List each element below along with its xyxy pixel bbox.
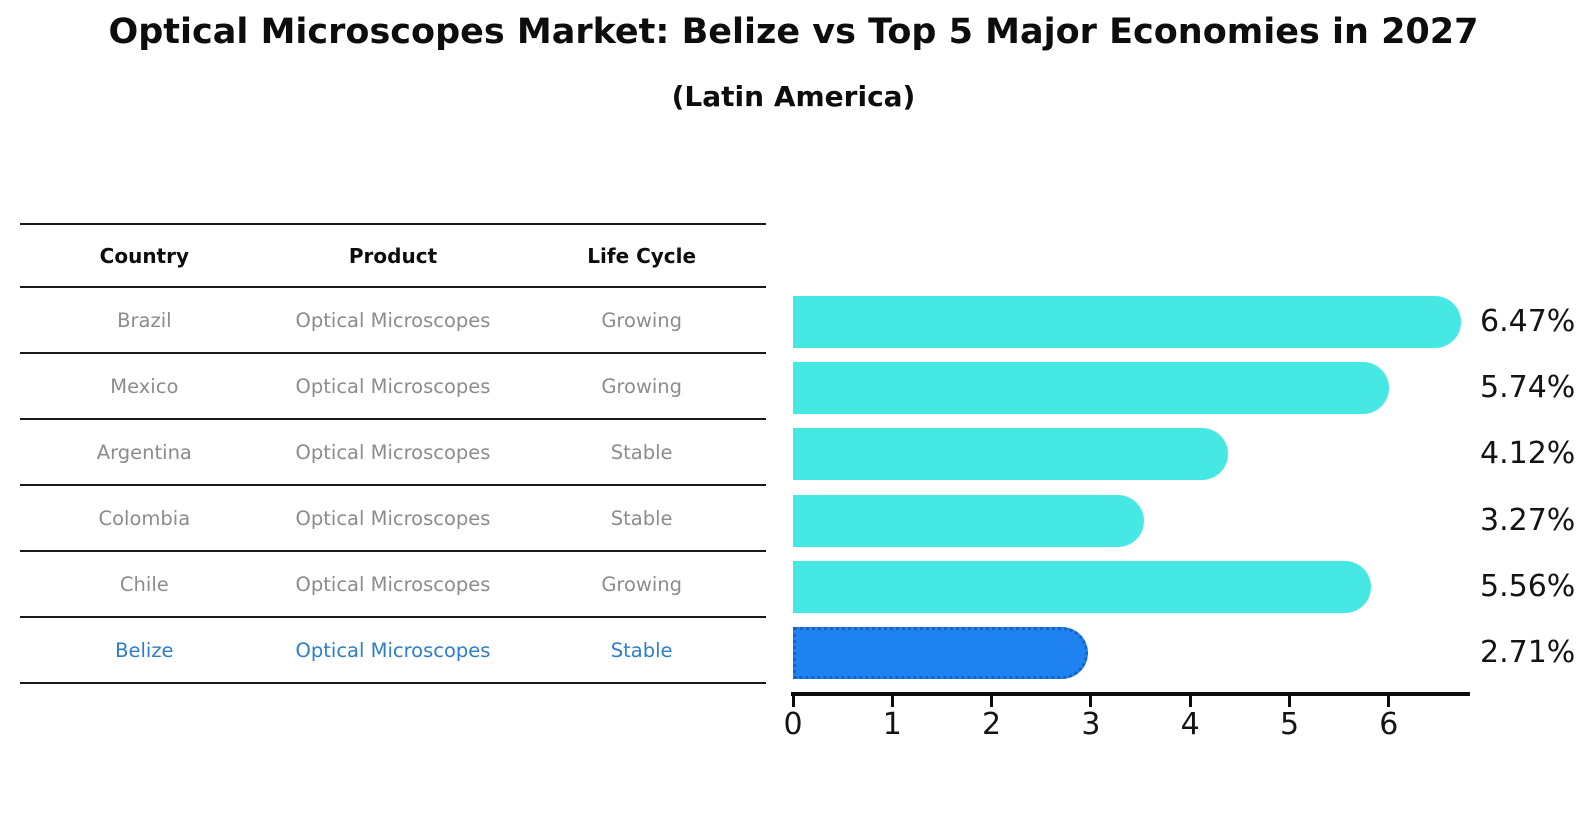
chart-subtitle: (Latin America) xyxy=(671,80,916,113)
x-tick xyxy=(791,696,795,707)
bar-belize-highlighted xyxy=(793,627,1089,679)
x-tick xyxy=(1387,696,1391,707)
table-cell-life-cycle: Stable xyxy=(610,506,673,530)
table-cell-life-cycle: Growing xyxy=(601,572,683,596)
table-row: Chile Optical Microscopes Growing xyxy=(20,552,766,618)
bar-colombia xyxy=(793,494,1144,547)
table-cell-country: Mexico xyxy=(110,374,179,398)
x-axis-line xyxy=(791,692,1471,696)
bar-value-label: 4.12% xyxy=(1480,436,1576,472)
table-body: Brazil Optical Microscopes Growing Mexico Op… xyxy=(20,288,766,684)
table-cell-country: Colombia xyxy=(98,506,191,530)
table-cell-product: Optical Microscopes xyxy=(295,374,491,398)
x-tick-label: 5 xyxy=(1279,707,1300,742)
table-cell-country: Brazil xyxy=(117,308,172,332)
x-tick-label: 0 xyxy=(783,707,803,742)
table-cell-life-cycle: Growing xyxy=(601,374,683,398)
table-cell-country: Belize xyxy=(115,638,174,662)
table-row: Belize Optical Microscopes Stable xyxy=(20,618,766,684)
x-tick xyxy=(990,696,994,707)
x-tick-label: 1 xyxy=(882,707,902,742)
bar-chile xyxy=(793,560,1372,613)
x-tick-label: 4 xyxy=(1180,707,1200,742)
x-tick xyxy=(1288,696,1291,707)
x-tick-label: 3 xyxy=(1081,707,1101,742)
table-header-life-cycle: Life Cycle xyxy=(587,243,697,268)
chart-title: Optical Microscopes Market: Belize vs To… xyxy=(108,12,1479,52)
table-row: Colombia Optical Microscopes Stable xyxy=(20,486,766,552)
x-tick xyxy=(1089,696,1093,707)
table-cell-life-cycle: Stable xyxy=(610,638,673,662)
table-row: Argentina Optical Microscopes Stable xyxy=(20,420,766,486)
bar-value-label: 5.56% xyxy=(1480,568,1576,604)
table-cell-product: Optical Microscopes xyxy=(295,308,491,332)
table-cell-life-cycle: Stable xyxy=(610,440,673,464)
table-header-country: Country xyxy=(99,243,190,268)
table-row: Brazil Optical Microscopes Growing xyxy=(20,288,766,354)
table-cell-product: Optical Microscopes xyxy=(295,638,491,662)
table-header-product: Product xyxy=(348,243,438,268)
table-cell-product: Optical Microscopes xyxy=(295,440,491,464)
bar-brazil xyxy=(793,296,1462,348)
x-tick-label: 2 xyxy=(982,707,1002,742)
table-row: Mexico Optical Microscopes Growing xyxy=(20,354,766,420)
x-tick-label: 6 xyxy=(1379,707,1399,742)
table-cell-country: Argentina xyxy=(96,440,192,464)
bar-value-label: 6.47% xyxy=(1480,304,1576,339)
bar-value-label: 2.71% xyxy=(1480,635,1576,670)
bar-argentina xyxy=(793,428,1229,481)
bar-value-label: 5.74% xyxy=(1480,370,1576,406)
table-cell-country: Chile xyxy=(119,572,169,596)
table-cell-product: Optical Microscopes xyxy=(295,506,491,530)
x-tick xyxy=(890,696,894,707)
table-cell-product: Optical Microscopes xyxy=(295,572,491,596)
table-cell-life-cycle: Growing xyxy=(601,308,683,332)
table-header-row: Country Product Life Cycle xyxy=(20,223,766,288)
bar-value-label: 3.27% xyxy=(1480,502,1576,538)
x-tick xyxy=(1188,696,1192,707)
bar-mexico xyxy=(793,362,1389,415)
country-table: Country Product Life Cycle Brazil Optical M… xyxy=(20,223,766,684)
